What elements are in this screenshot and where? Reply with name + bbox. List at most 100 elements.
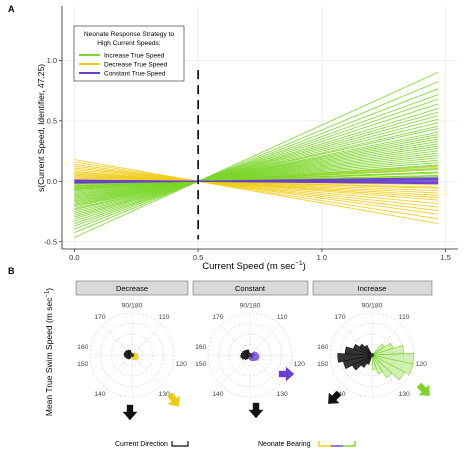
legend-box — [73, 25, 185, 82]
panel-a-y-axis-title: s(Current Speed, Identifier, 47.25) — [36, 64, 46, 192]
neonate-wedge — [371, 354, 383, 375]
panel-a-series — [74, 71, 439, 238]
series-line-increase — [74, 162, 439, 192]
neonate-bearing-arrow — [167, 392, 180, 407]
bearing-label: 120 — [176, 361, 188, 368]
panel-a-ticks — [59, 60, 446, 252]
series-line-increase — [74, 125, 439, 211]
series-line-constant — [74, 178, 439, 183]
series-line-increase — [74, 108, 439, 220]
rose-center — [130, 353, 134, 357]
neonate-bearing-arrow — [416, 382, 430, 396]
x-tick-label: 1.5 — [440, 253, 450, 262]
panel-b-legend: Current Direction Neonate Bearing — [115, 441, 356, 448]
series-line-increase — [74, 98, 439, 225]
series-line-increase — [74, 157, 439, 194]
polar-spoke — [220, 354, 251, 385]
series-line-increase — [74, 150, 439, 198]
polar-spoke — [131, 325, 162, 356]
facet-label-constant: Constant — [235, 284, 266, 293]
bearing-label: 130 — [158, 391, 170, 398]
bearing-label: 160 — [195, 344, 207, 351]
bearing-label: 120 — [416, 361, 428, 368]
series-line-increase — [74, 131, 439, 208]
series-line-decrease — [74, 171, 439, 201]
bearing-label: 150 — [317, 361, 329, 368]
panel-b-tag: B — [8, 266, 15, 276]
series-line-increase — [74, 122, 439, 212]
polar-spoke — [131, 354, 162, 385]
legend-label-constant: Constant True Speed — [104, 71, 166, 78]
legend-bearing-swatch-increase — [343, 441, 356, 447]
neonate-wedge — [371, 354, 393, 379]
x-tick-label: 1.0 — [317, 253, 327, 262]
bearing-label: 110 — [277, 314, 288, 321]
neonate-bearing-arrow-shape — [167, 392, 180, 407]
legend-current-bracket — [171, 441, 189, 447]
polar-spoke — [220, 325, 251, 356]
facet-strip-constant — [192, 280, 309, 296]
bearing-label: 130 — [398, 391, 410, 398]
bearing-label: 120 — [294, 361, 306, 368]
panel-a-tag: A — [8, 4, 15, 14]
rose-decrease: 90/180 170 110 160 120 150 130 140 — [77, 303, 187, 398]
series-line-increase — [74, 103, 439, 222]
polar-spoke — [371, 354, 402, 385]
y-tick-label: 0.0 — [47, 177, 57, 186]
series-line-increase — [74, 145, 439, 200]
bearing-label: 140 — [94, 391, 106, 398]
neonate-wedge — [249, 354, 251, 360]
bearing-label: 130 — [276, 391, 288, 398]
series-line-decrease — [74, 173, 439, 196]
current-wedge — [337, 353, 373, 363]
bearing-label: 90/180 — [362, 303, 383, 310]
polar-spoke — [371, 325, 402, 356]
x-tick-label: 0.5 — [193, 253, 203, 262]
panel-b-y-axis-title: Mean True Swim Speed (m sec−1) — [44, 288, 54, 416]
rose-center — [248, 353, 252, 357]
y-tick-label: -0.5 — [44, 237, 57, 246]
neonate-wedge — [371, 354, 377, 371]
series-line-increase — [74, 111, 439, 218]
legend-current-label: Current Direction — [115, 441, 168, 448]
neonate-wedge — [371, 354, 414, 375]
series-line-decrease — [74, 165, 439, 212]
series-line-decrease — [74, 177, 439, 188]
current-wedge — [359, 343, 373, 356]
facet-strip-decrease — [75, 280, 189, 296]
bearing-label: 170 — [94, 314, 106, 321]
bearing-label: 150 — [195, 361, 207, 368]
series-line-increase — [74, 148, 439, 199]
legend-title: Neonate Response Strategy to — [84, 31, 175, 38]
rose-center — [370, 353, 374, 357]
series-line-increase — [74, 152, 439, 197]
series-line-decrease — [74, 174, 439, 194]
bearing-label: 170 — [334, 314, 346, 321]
series-line-increase — [74, 159, 439, 193]
series-line-increase — [74, 88, 439, 230]
current-direction-arrow-shape — [248, 402, 264, 419]
series-line-increase — [74, 128, 439, 209]
current-direction-arrow — [248, 402, 264, 419]
panel-a-plot — [59, 6, 458, 252]
current-wedge — [364, 345, 373, 356]
series-line-increase — [74, 155, 439, 196]
bearing-label: 140 — [212, 391, 224, 398]
legend-title: High Current Speeds: — [97, 40, 161, 47]
x-tick-label: 0.0 — [69, 253, 79, 262]
series-line-decrease — [74, 161, 439, 220]
series-line-increase — [74, 133, 439, 206]
rose-constant: 90/180 170 110 160 120 150 130 140 — [195, 303, 305, 398]
neonate-bearing-arrow — [278, 366, 295, 382]
series-line-decrease — [74, 163, 439, 215]
series-line-increase — [74, 165, 439, 190]
current-direction-arrow — [122, 404, 138, 421]
series-line-decrease — [74, 167, 439, 208]
polar-spoke — [249, 325, 280, 356]
series-line-constant — [74, 179, 439, 184]
neonate-bearing-arrow-shape — [278, 366, 295, 382]
series-line-increase — [74, 136, 439, 205]
panel-a-x-axis-title: Current Speed (m sec−1) — [202, 260, 306, 272]
